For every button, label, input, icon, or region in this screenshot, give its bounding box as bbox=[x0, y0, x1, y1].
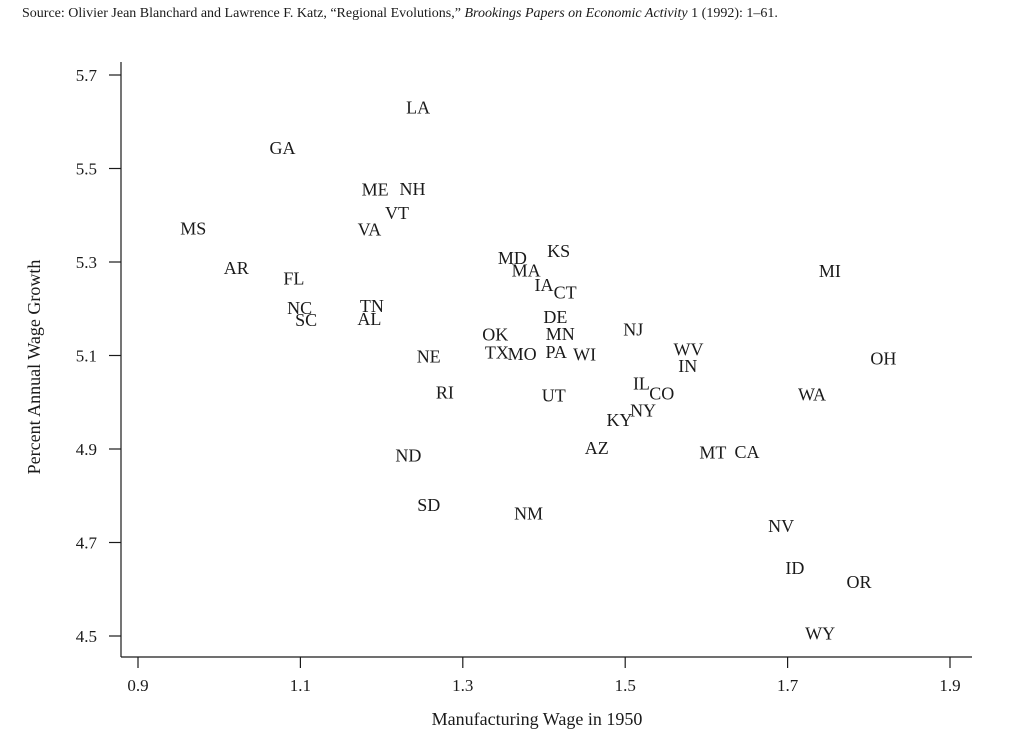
x-tick-label: 1.1 bbox=[290, 676, 311, 695]
y-tick-label: 5.5 bbox=[76, 160, 97, 179]
point-vt: VT bbox=[385, 203, 409, 223]
point-ma: MA bbox=[512, 260, 541, 280]
point-or: OR bbox=[847, 572, 872, 592]
point-nm: NM bbox=[514, 504, 543, 524]
point-ny: NY bbox=[630, 401, 656, 421]
point-ga: GA bbox=[270, 138, 296, 158]
point-ar: AR bbox=[224, 258, 249, 278]
x-tick-label: 1.7 bbox=[777, 676, 799, 695]
point-de: DE bbox=[543, 307, 567, 327]
source-journal: Brookings Papers on Economic Activity bbox=[464, 6, 688, 21]
x-tick-label: 1.9 bbox=[939, 676, 960, 695]
y-tick-label: 5.3 bbox=[76, 253, 97, 272]
source-suffix: 1 (1992): 1–61. bbox=[687, 6, 778, 21]
point-az: AZ bbox=[585, 438, 609, 458]
point-me: ME bbox=[362, 180, 389, 200]
point-ri: RI bbox=[436, 382, 454, 402]
point-oh: OH bbox=[870, 348, 896, 368]
point-nh: NH bbox=[399, 179, 425, 199]
point-il: IL bbox=[633, 374, 650, 394]
point-mn: MN bbox=[546, 324, 575, 344]
point-ca: CA bbox=[734, 442, 759, 462]
point-ms: MS bbox=[180, 218, 206, 238]
point-fl: FL bbox=[283, 268, 304, 288]
source-note: Source: Olivier Jean Blanchard and Lawre… bbox=[22, 6, 778, 22]
point-sd: SD bbox=[417, 495, 440, 515]
x-tick-label: 1.5 bbox=[615, 676, 636, 695]
point-nc: NC bbox=[287, 298, 312, 318]
source-prefix: Source: Olivier Jean Blanchard and Lawre… bbox=[22, 6, 465, 21]
point-wi: WI bbox=[573, 345, 596, 365]
point-mt: MT bbox=[699, 442, 726, 462]
point-mi: MI bbox=[819, 261, 841, 281]
x-axis-title: Manufacturing Wage in 1950 bbox=[432, 709, 643, 729]
point-wy: WY bbox=[805, 624, 835, 644]
point-wa: WA bbox=[798, 384, 826, 404]
x-axis-ticks: 0.9 1.1 1.3 1.5 1.7 1.9 bbox=[127, 657, 961, 695]
point-co: CO bbox=[649, 383, 674, 403]
point-pa: PA bbox=[546, 342, 567, 362]
y-axis-ticks: 4.5 4.7 4.9 5.1 5.3 5.5 5.7 bbox=[76, 66, 121, 646]
point-ky: KY bbox=[607, 410, 633, 430]
point-wv: WV bbox=[674, 339, 704, 359]
point-md: MD bbox=[498, 248, 527, 268]
point-in: IN bbox=[678, 356, 697, 376]
point-tn: TN bbox=[360, 296, 384, 316]
x-tick-label: 0.9 bbox=[127, 676, 148, 695]
point-al: AL bbox=[357, 309, 381, 329]
point-nd: ND bbox=[395, 446, 421, 466]
point-ks: KS bbox=[547, 241, 570, 261]
point-ut: UT bbox=[542, 386, 566, 406]
point-nv: NV bbox=[768, 516, 794, 536]
x-tick-label: 1.3 bbox=[452, 676, 473, 695]
y-tick-label: 5.7 bbox=[76, 66, 98, 85]
point-ct: CT bbox=[554, 282, 577, 302]
y-tick-label: 5.1 bbox=[76, 347, 97, 366]
point-tx: TX bbox=[485, 343, 509, 363]
y-axis-title: Percent Annual Wage Growth bbox=[24, 260, 44, 475]
point-sc: SC bbox=[295, 310, 317, 330]
point-ok: OK bbox=[482, 324, 508, 344]
point-ia: IA bbox=[535, 275, 554, 295]
point-mo: MO bbox=[508, 344, 537, 364]
y-tick-label: 4.9 bbox=[76, 440, 97, 459]
point-la: LA bbox=[406, 98, 430, 118]
point-id: ID bbox=[785, 558, 804, 578]
y-tick-label: 4.5 bbox=[76, 627, 97, 646]
point-ne: NE bbox=[417, 346, 441, 366]
point-nj: NJ bbox=[623, 319, 643, 339]
point-va: VA bbox=[358, 220, 382, 240]
y-tick-label: 4.7 bbox=[76, 534, 98, 553]
